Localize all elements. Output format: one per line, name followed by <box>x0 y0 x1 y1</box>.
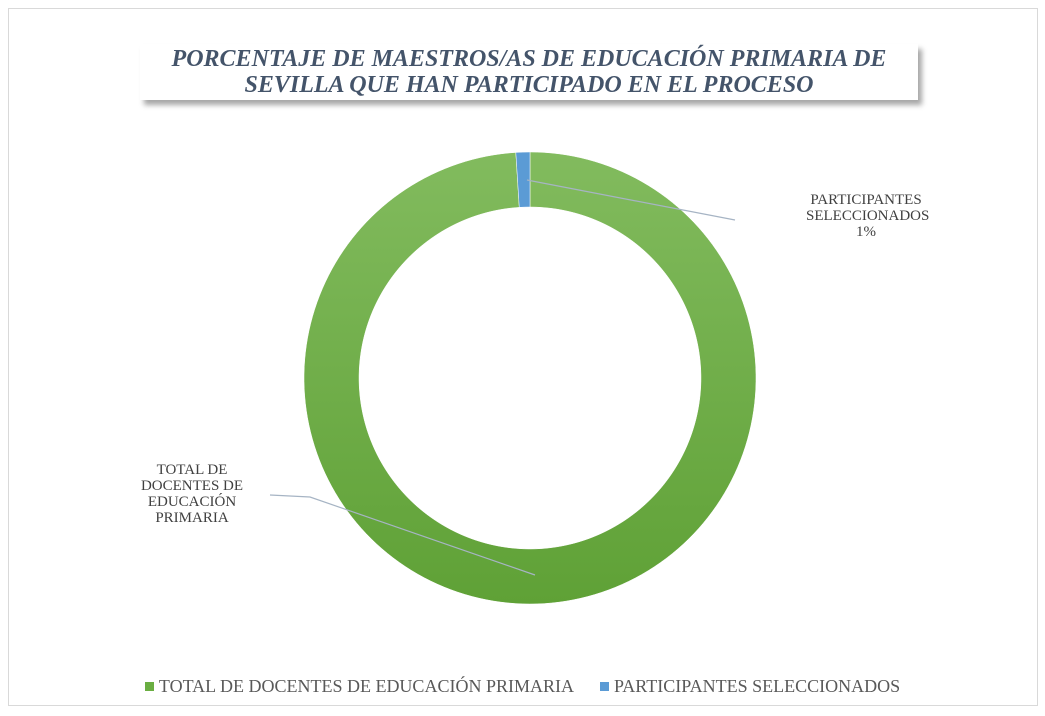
data-label: TOTAL DE DOCENTES DE EDUCACIÓN PRIMARIA <box>107 462 277 526</box>
legend-item: PARTICIPANTES SELECCIONADOS <box>599 676 901 697</box>
legend-label: PARTICIPANTES SELECCIONADOS <box>613 676 901 696</box>
leader-line <box>526 179 736 221</box>
legend-swatch <box>599 682 609 691</box>
donut-segment <box>515 151 531 208</box>
chart-area <box>8 8 1038 706</box>
data-label-value: 1% <box>856 224 876 240</box>
data-label: PARTICIPANTES SELECCIONADOS 1% <box>781 192 951 240</box>
data-label-name: PARTICIPANTES SELECCIONADOS <box>806 192 930 224</box>
legend-item: TOTAL DE DOCENTES DE EDUCACIÓN PRIMARIA <box>144 676 574 697</box>
legend-swatch <box>144 682 154 691</box>
donut-segment <box>303 151 757 605</box>
chart-title: PORCENTAJE DE MAESTROS/AS DE EDUCACIÓN P… <box>140 44 918 100</box>
leader-line <box>269 494 536 576</box>
legend-label: TOTAL DE DOCENTES DE EDUCACIÓN PRIMARIA <box>158 676 574 696</box>
data-label-name: TOTAL DE DOCENTES DE EDUCACIÓN PRIMARIA <box>140 462 244 526</box>
legend: TOTAL DE DOCENTES DE EDUCACIÓN PRIMARIA P… <box>0 676 1045 697</box>
